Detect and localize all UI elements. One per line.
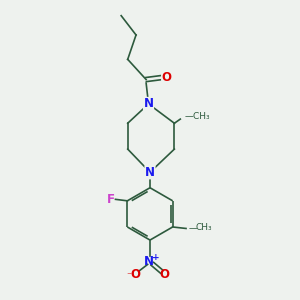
Text: N: N [143,98,154,110]
Text: O: O [130,268,140,281]
Text: —: — [188,224,196,233]
Text: N: N [144,255,154,268]
Text: +: + [152,254,160,262]
Text: N: N [145,166,155,179]
Text: ⁻: ⁻ [126,271,131,281]
Text: O: O [160,268,170,281]
Text: O: O [162,71,172,84]
Text: —CH₃: —CH₃ [184,112,210,121]
Text: CH₃: CH₃ [196,223,212,232]
Text: F: F [107,193,115,206]
